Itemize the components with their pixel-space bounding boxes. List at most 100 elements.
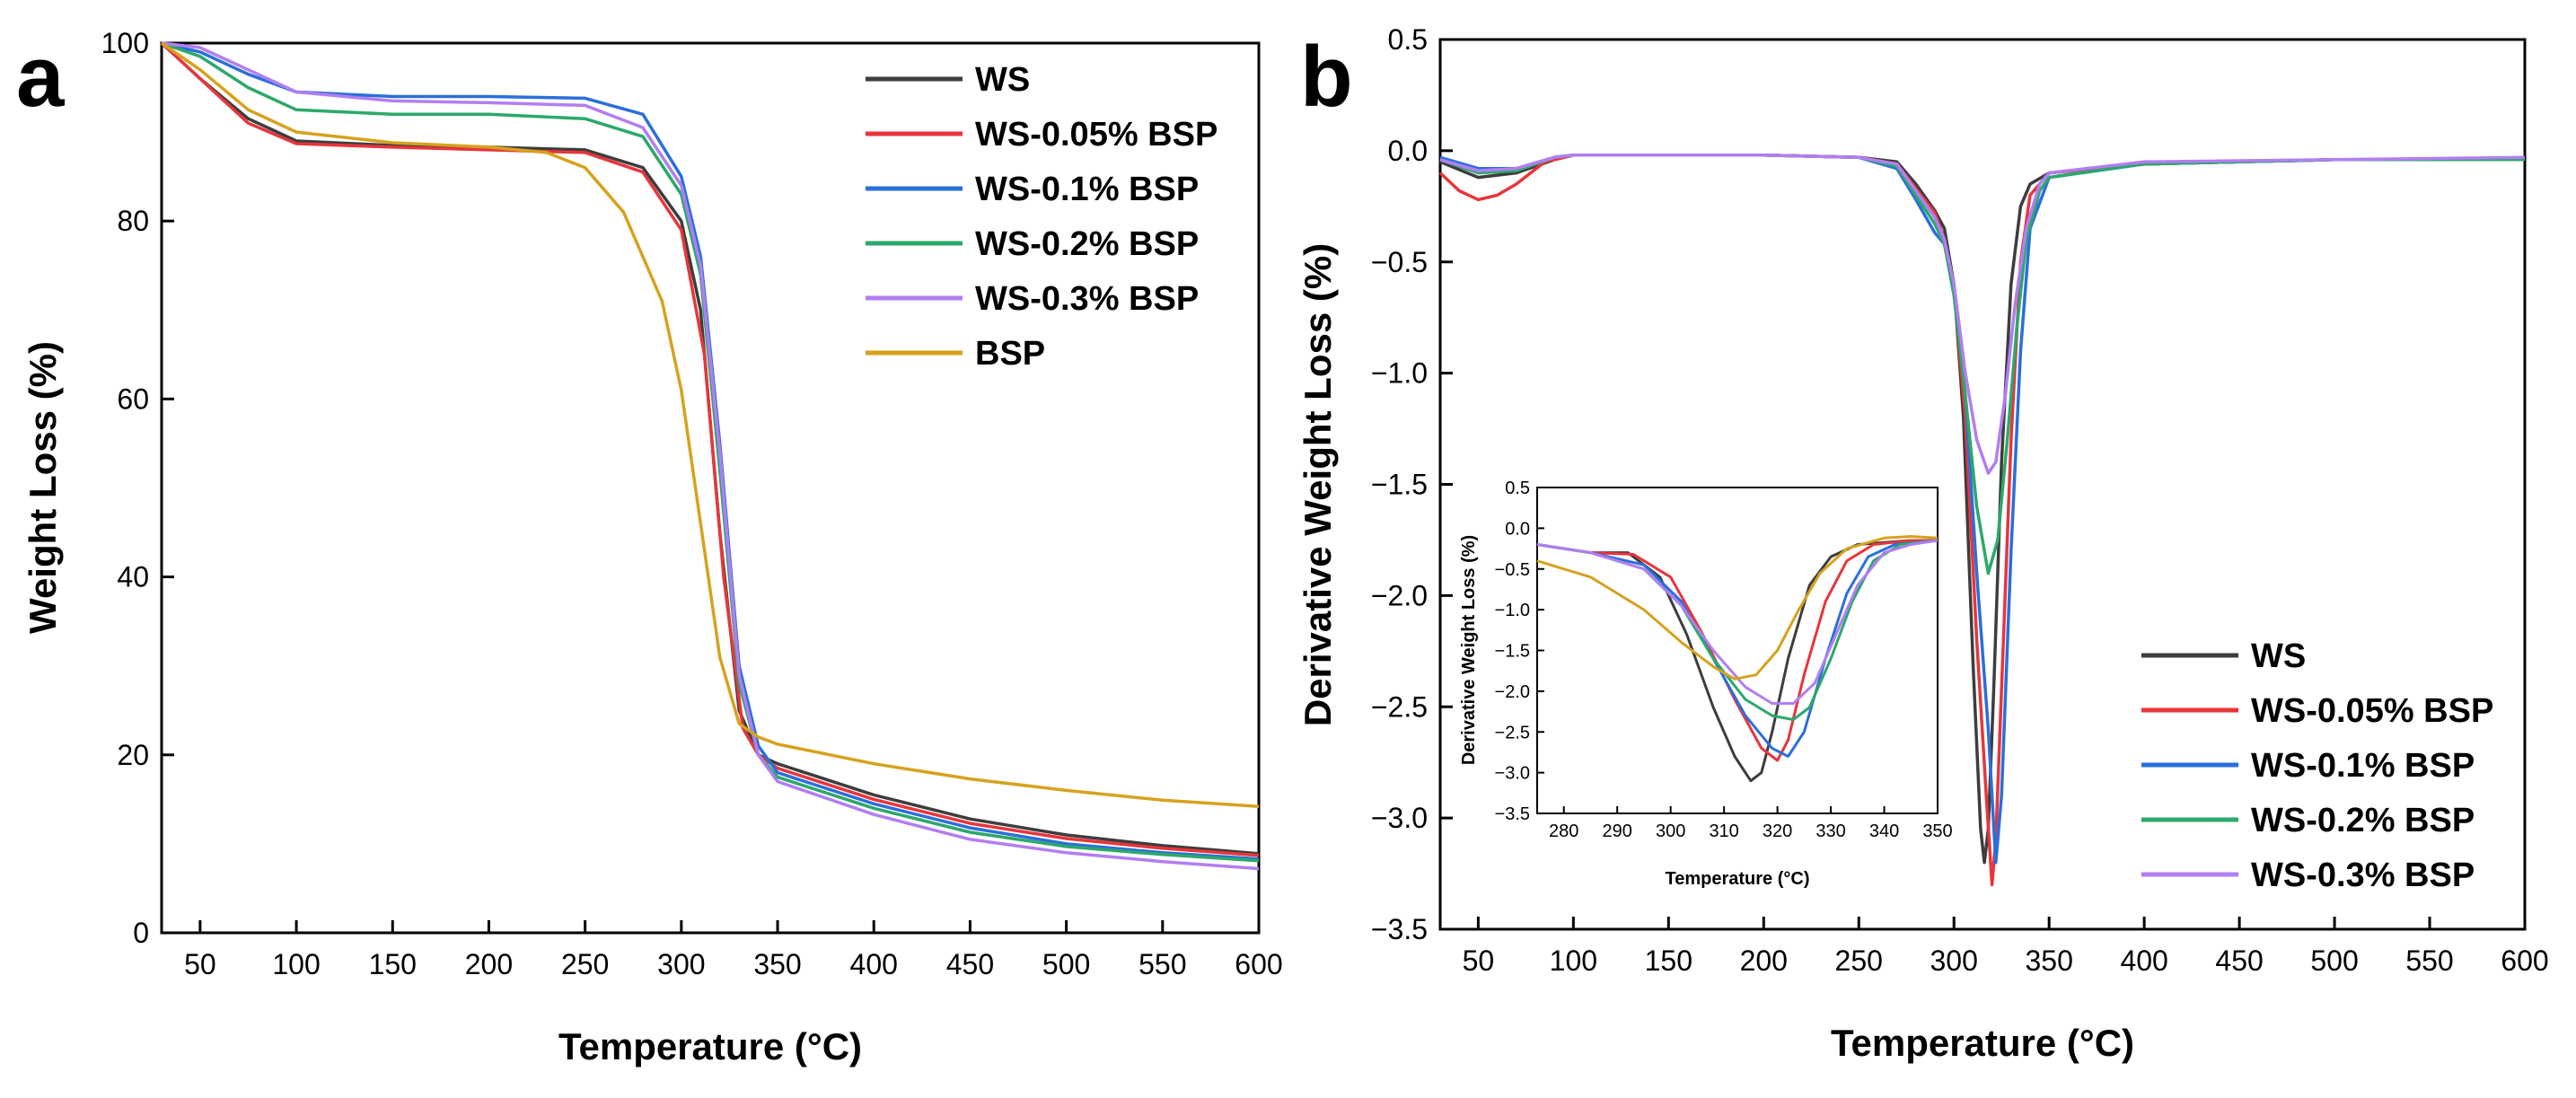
x-tick-label: 280 [1549, 821, 1578, 841]
x-tick-label: 250 [1835, 944, 1883, 977]
series-line-ws [160, 41, 1260, 856]
series-lines-b [1438, 154, 2526, 887]
inset-axes: 280 290 300 310 320 330 340 350 −3.5 −3.0 −2.5 −2.0… [1495, 479, 1953, 841]
series-line-ws-0-2-bsp [161, 41, 1260, 863]
legend-label-ws-0-2-bsp: WS-0.2% BSP [975, 225, 1199, 263]
x-tick-label: 400 [850, 948, 898, 980]
y-tick-label: −0.5 [1371, 246, 1428, 278]
y-tick-label: 0 [133, 917, 149, 949]
y-tick-label: −3.0 [1495, 764, 1530, 784]
x-tick-label: 450 [946, 948, 994, 980]
y-tick-label: −0.5 [1495, 560, 1530, 580]
plot-frame-a [160, 41, 1261, 935]
y-tick-label: 100 [101, 27, 149, 59]
x-tick-label: 450 [2215, 944, 2263, 977]
x-tick-label: 600 [1235, 948, 1282, 980]
x-tick-label: 200 [465, 948, 513, 980]
y-tick-label: −1.5 [1371, 469, 1428, 501]
y-tick-label: −3.5 [1371, 913, 1428, 945]
x-tick-label: 550 [1139, 948, 1186, 980]
x-axis-title-b: Temperature (°C) [1831, 1022, 2134, 1064]
axes-b: 50 100 150 200 250 300 350 400 450 500 550 600 −3.5 −… [1371, 23, 2549, 977]
x-tick-label: 300 [657, 948, 705, 980]
y-tick-label: 80 [117, 205, 149, 237]
y-tick-label: 0.0 [1505, 519, 1530, 539]
y-tick-label: 20 [117, 739, 149, 771]
y-tick-label: 60 [117, 382, 149, 415]
series-line-ws-0-05-bsp [160, 41, 1260, 857]
x-tick-label: 600 [2501, 944, 2548, 977]
legend-a: WS WS-0.05% BSP WS-0.1% BSP WS-0.2% BSP WS-0… [866, 61, 1218, 373]
x-tick-label: 310 [1709, 821, 1738, 841]
x-tick-label: 50 [1463, 944, 1495, 977]
x-tick-label: 150 [1645, 944, 1692, 977]
series-line-ws-0-05-bsp [1536, 539, 1938, 762]
x-tick-label: 550 [2405, 944, 2453, 977]
y-tick-label: −1.0 [1371, 357, 1428, 390]
y-tick-label: 0.0 [1388, 135, 1428, 167]
x-tick-label: 200 [1740, 944, 1788, 977]
series-line-bsp [1536, 535, 1939, 681]
x-tick-label: 500 [2310, 944, 2358, 977]
inset-background [1537, 488, 1938, 813]
legend-label-ws-0-1-bsp: WS-0.1% BSP [975, 171, 1199, 208]
panel-a: a 50 100 150 200 250 300 350 400 450 500 550 600 0 20… [16, 27, 1283, 1067]
series-line-bsp [161, 41, 1260, 809]
series-line-ws-0-1-bsp [161, 41, 1260, 861]
x-tick-label: 250 [561, 948, 609, 980]
x-tick-label: 400 [2120, 944, 2167, 977]
x-tick-label: 50 [184, 948, 216, 980]
y-axis-title-b: Derivative Weight Loss (%) [1297, 243, 1339, 726]
series-line-ws-0-1-bsp [1536, 539, 1939, 758]
y-tick-label: −1.5 [1495, 642, 1530, 662]
series-line-ws-0-3-bsp [1536, 539, 1939, 705]
y-tick-label: 40 [117, 561, 149, 593]
legend-label-ws-0-3-bsp: WS-0.3% BSP [2251, 856, 2475, 894]
y-axis-title-a: Weight Loss (%) [22, 341, 64, 634]
legend-b: WS WS-0.05% BSP WS-0.1% BSP WS-0.2% BSP WS-0… [2141, 637, 2493, 894]
legend-label-ws-0-1-bsp: WS-0.1% BSP [2251, 747, 2475, 785]
inset-y-axis-title: Derivative Weight Loss (%) [1459, 535, 1479, 765]
inset-series-lines [1536, 535, 1939, 783]
legend-label-bsp: BSP [975, 335, 1045, 373]
series-line-ws-0-3-bsp [1439, 154, 2526, 475]
inset-chart: 280 290 300 310 320 330 340 350 −3.5 −3.0 −2.5 −2.0… [1459, 479, 1953, 889]
x-tick-label: 350 [1922, 821, 1952, 841]
y-tick-label: −3.5 [1495, 804, 1530, 824]
y-tick-label: −2.0 [1371, 579, 1428, 611]
y-tick-label: −2.0 [1495, 682, 1530, 702]
legend-label-ws-0-05-bsp: WS-0.05% BSP [975, 116, 1218, 154]
x-tick-label: 500 [1042, 948, 1090, 980]
legend-label-ws: WS [2251, 637, 2306, 675]
axes-a: 50 100 150 200 250 300 350 400 450 500 550 600 0 20 40… [101, 27, 1283, 980]
x-tick-label: 100 [272, 948, 320, 980]
x-tick-label: 340 [1869, 821, 1899, 841]
legend-label-ws-0-05-bsp: WS-0.05% BSP [2251, 692, 2493, 730]
legend-label-ws-0-3-bsp: WS-0.3% BSP [975, 280, 1199, 318]
x-tick-label: 290 [1603, 821, 1632, 841]
y-tick-label: −2.5 [1495, 723, 1530, 742]
panel-label-a: a [16, 29, 65, 125]
panel-b: b 50 100 150 200 250 300 350 400 450 500 550 600 −3.… [1297, 23, 2549, 1064]
panel-label-b: b [1300, 29, 1353, 125]
x-tick-label: 330 [1816, 821, 1845, 841]
x-tick-label: 100 [1550, 944, 1597, 977]
x-tick-label: 320 [1763, 821, 1792, 841]
x-tick-label: 300 [1656, 821, 1685, 841]
x-tick-label: 350 [753, 948, 801, 980]
x-tick-label: 350 [2025, 944, 2072, 977]
series-line-ws-0-3-bsp [161, 41, 1260, 871]
y-tick-label: 0.5 [1388, 23, 1428, 56]
y-tick-label: 0.5 [1505, 479, 1530, 498]
x-tick-label: 300 [1930, 944, 1978, 977]
y-tick-label: −3.0 [1371, 802, 1428, 834]
y-tick-label: −1.0 [1495, 601, 1530, 620]
legend-label-ws: WS [975, 61, 1030, 99]
x-tick-label: 150 [369, 948, 417, 980]
inset-x-axis-title: Temperature (°C) [1666, 869, 1810, 889]
series-lines-a [160, 41, 1260, 871]
y-tick-label: −2.5 [1371, 690, 1428, 723]
x-axis-title-a: Temperature (°C) [558, 1025, 862, 1067]
legend-label-ws-0-2-bsp: WS-0.2% BSP [2251, 802, 2475, 839]
